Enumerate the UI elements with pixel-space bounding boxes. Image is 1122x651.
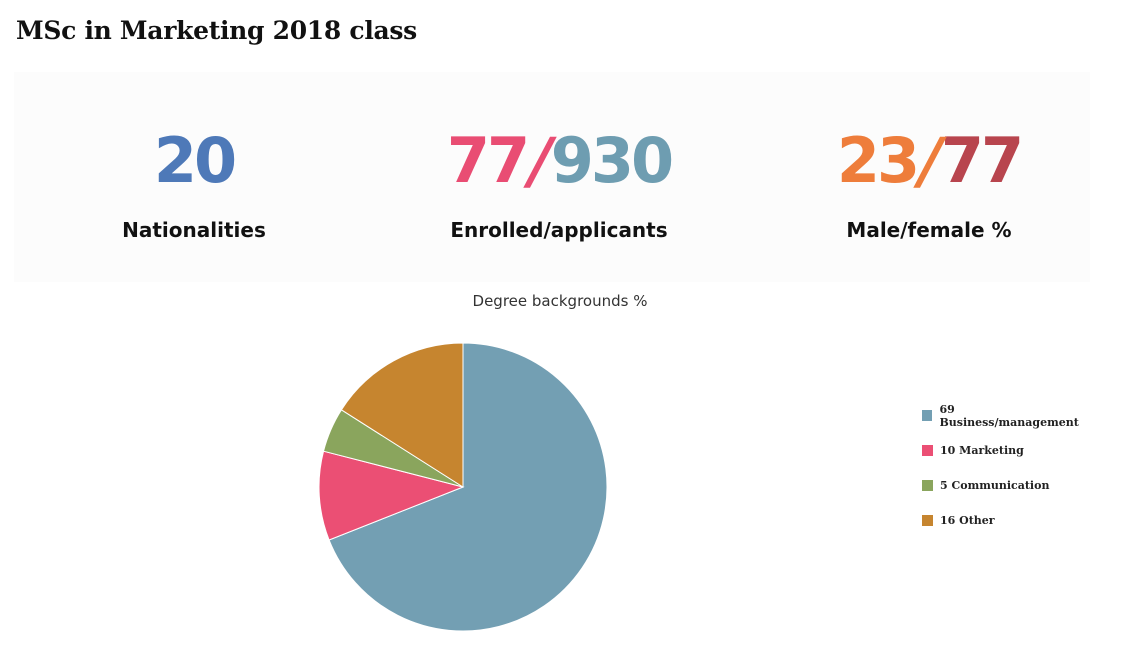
- legend-item[interactable]: 5 Communication: [922, 468, 1090, 503]
- legend-swatch: [922, 515, 933, 526]
- legend-item[interactable]: 69 Business/management: [922, 398, 1090, 433]
- pie-chart-panel: Degree backgrounds % 69 Business/managem…: [14, 282, 1090, 651]
- pie-slice-business-management[interactable]: [328, 342, 608, 632]
- legend-item[interactable]: 10 Marketing: [922, 433, 1090, 468]
- legend-label: 69 Business/management: [939, 402, 1079, 429]
- stats-panel: 20 Nationalities 77/930 Enrolled/applica…: [14, 72, 1090, 282]
- stat-value-male-female: 23/77: [749, 124, 1109, 197]
- legend-label: 10 Marketing: [940, 444, 1024, 457]
- chart-legend: 69 Business/management 10 Marketing 5 Comm…: [922, 398, 1090, 538]
- stat-value-enrolled-applicants: 77/930: [379, 124, 739, 197]
- stat-label-nationalities: Nationalities: [122, 218, 266, 242]
- legend-label: 16 Other: [940, 514, 995, 527]
- applicants-count: 930: [550, 124, 674, 197]
- pie-slice-other[interactable]: [340, 342, 464, 488]
- legend-swatch: [922, 445, 933, 456]
- stat-value-nationalities: 20: [14, 126, 374, 196]
- legend-label: 5 Communication: [940, 479, 1050, 492]
- chart-title: Degree backgrounds %: [472, 292, 648, 310]
- pie-slice-marketing[interactable]: [318, 450, 465, 541]
- stat-label-male-female: Male/female %: [846, 218, 1012, 242]
- legend-item[interactable]: 16 Other: [922, 503, 1090, 538]
- page-title: MSc in Marketing 2018 class: [16, 16, 417, 45]
- legend-swatch: [922, 480, 933, 491]
- legend-swatch: [922, 410, 933, 421]
- female-percent: 77: [940, 124, 1024, 197]
- enrolled-count: 77: [446, 124, 530, 197]
- nationalities-count: 20: [153, 124, 237, 197]
- stat-label-enrolled-applicants: Enrolled/applicants: [450, 218, 668, 242]
- male-percent: 23: [836, 124, 920, 197]
- pie-chart: [318, 342, 608, 632]
